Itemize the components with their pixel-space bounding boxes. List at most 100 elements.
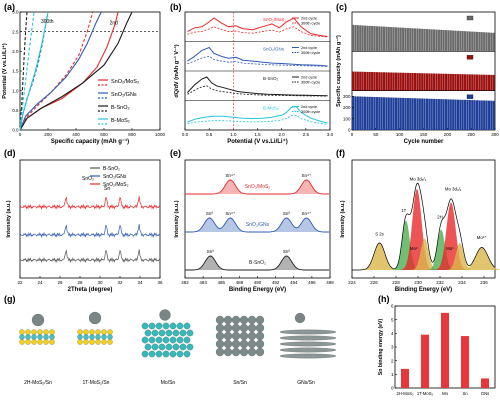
panel-a-series-line — [19, 11, 28, 131]
s-atom — [95, 339, 101, 345]
panel-b-legend-label: 2nd cycle — [301, 17, 317, 21]
s-atom — [89, 329, 95, 335]
panel-c-bar — [354, 25, 357, 52]
panel-a-y-tick-label: 1.5 — [12, 69, 19, 74]
s-atom — [19, 329, 25, 335]
panel-e-trace-label: B-SnO₂ — [249, 260, 266, 266]
panel-c-bar — [447, 30, 450, 52]
panel-c-bar — [387, 97, 390, 130]
panel-c-bar — [375, 26, 378, 52]
panel-c-bar — [480, 32, 483, 52]
sn-atom — [88, 311, 102, 325]
panel-h-binding-energy-chart: 0 1 2 3 4 5 6 2H-MoS₂ 1T-MoS₂ Mo Sn GNs Sn binding e… — [378, 304, 496, 396]
panel-label-c: (c) — [336, 2, 347, 12]
panel-e-trace-line — [185, 255, 330, 271]
panel-a-series-line — [19, 11, 102, 131]
panel-c-bar — [485, 100, 488, 130]
panel-c-bar — [485, 32, 488, 52]
panel-b-trace-2nd — [187, 105, 328, 124]
panel-c-bar — [418, 28, 421, 52]
panel-h-y-tick-label: 2 — [391, 358, 394, 363]
panel-e-x-tick-label: 496 — [308, 280, 316, 285]
panel-c-bar — [425, 98, 429, 130]
mo-atom — [176, 350, 184, 358]
mo-atom — [25, 334, 31, 340]
panel-d-annotation-sno2: SnO₂ — [82, 176, 94, 182]
panel-label-b: (b) — [170, 2, 182, 12]
panel-c-bar — [390, 72, 393, 91]
panel-a-x-tick-label: 400 — [72, 132, 80, 137]
panel-e-peak-label: Sn⁴⁺ — [225, 211, 235, 216]
panel-a-x-tick-label: 0 — [19, 132, 22, 137]
panel-b-legend-label: 300th cycle — [301, 22, 320, 26]
panel-c-bar — [440, 73, 443, 91]
panel-c-bar — [394, 97, 398, 130]
panel-c-bar — [385, 72, 388, 91]
s-atom — [43, 329, 49, 335]
panel-a-series-line — [19, 11, 49, 131]
mo-atom — [77, 334, 83, 340]
panel-e-x-tick-label: 488 — [236, 280, 244, 285]
s-atom — [49, 339, 55, 345]
panel-h-category-label: Mo — [442, 391, 448, 396]
panel-c-bar — [361, 71, 364, 91]
panel-c-bar — [447, 73, 450, 91]
sn-atom — [223, 339, 233, 349]
panel-c-bar — [425, 29, 429, 52]
panel-c-bar — [435, 29, 438, 52]
panel-c-bar — [487, 32, 490, 52]
mo-atom — [162, 322, 170, 330]
panel-f-ylabel: Intensity (a.u.) — [340, 200, 346, 237]
panel-e-trace-label: SnO₂/GNs — [246, 222, 270, 228]
panel-c-bar — [382, 72, 386, 91]
panel-b-legend-label: 300th cycle — [301, 51, 320, 55]
panel-b-legend-label: 2nd cycle — [301, 105, 317, 109]
mo-atom — [148, 322, 156, 330]
sn-atom — [239, 339, 249, 349]
panel-e-peak-label: Sn⁴⁺ — [225, 173, 235, 178]
panel-c-bar — [478, 74, 481, 91]
panel-c-x-tick-label: 0 — [351, 132, 354, 137]
panel-h-bar — [421, 334, 429, 388]
panel-c-bar — [392, 72, 395, 91]
panel-c-bar — [411, 98, 414, 130]
panel-b-x-tick-label: 0.0 — [182, 132, 189, 137]
panel-c-legend-swatch — [466, 55, 474, 60]
s-atom — [31, 339, 37, 345]
mo-atom — [176, 336, 184, 344]
panel-c-bar — [404, 97, 407, 130]
panel-c-bar — [480, 100, 483, 130]
panel-e-x-tick-label: 494 — [290, 280, 298, 285]
panel-c-bar — [471, 100, 474, 130]
panel-f-x-tick-label: 230 — [414, 280, 422, 285]
panel-e-peak-label: Sn⁴⁺ — [302, 211, 312, 216]
panel-c-bar — [356, 25, 359, 52]
mo-atom — [144, 329, 152, 337]
mo-atom — [148, 336, 156, 344]
panel-c-bar — [483, 32, 486, 52]
s-atom — [25, 339, 31, 345]
panel-c-bar — [492, 74, 495, 91]
s-atom — [25, 329, 31, 335]
panel-c-bar — [433, 29, 436, 52]
panel-c-bar — [366, 96, 369, 130]
panel-c-bar — [437, 73, 440, 91]
panel-c-bar — [490, 100, 493, 130]
panel-e-ylabel: Intensity (a.u.) — [174, 200, 180, 237]
panel-h-y-tick-label: 4 — [391, 331, 394, 336]
panel-c-bar — [466, 99, 469, 130]
panel-c-bar — [456, 99, 460, 130]
sn-atom — [239, 331, 249, 341]
mo-atom — [89, 334, 95, 340]
panel-c-bar — [397, 27, 400, 52]
panel-c-bar — [375, 97, 378, 130]
sn-atom — [223, 323, 233, 333]
panel-c-bar — [449, 73, 452, 91]
panel-c-bar — [471, 31, 474, 52]
panel-h-bar — [401, 368, 409, 388]
panel-label-f: (f) — [336, 148, 345, 158]
panel-c-bar — [468, 31, 471, 52]
panel-c-bar — [461, 74, 464, 91]
panel-f-component-fill — [454, 247, 500, 270]
